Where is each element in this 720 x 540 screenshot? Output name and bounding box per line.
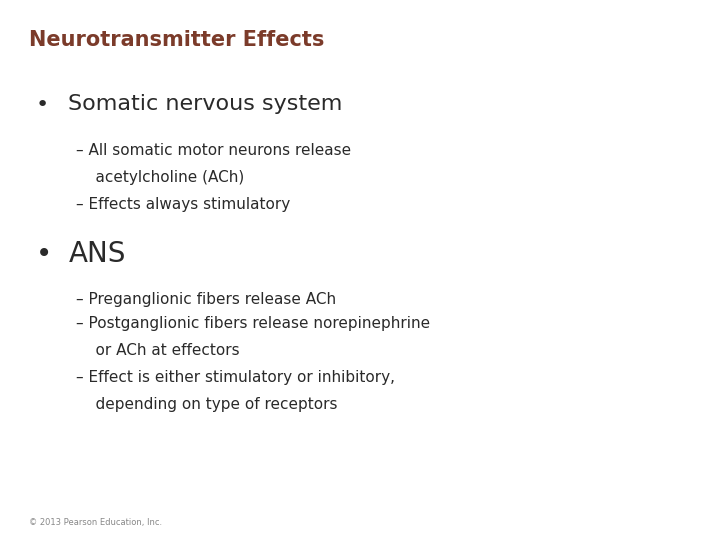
Text: Neurotransmitter Effects: Neurotransmitter Effects — [29, 30, 324, 50]
Text: © 2013 Pearson Education, Inc.: © 2013 Pearson Education, Inc. — [29, 517, 162, 526]
Text: – Postganglionic fibers release norepinephrine: – Postganglionic fibers release norepine… — [76, 316, 430, 331]
Text: •: • — [36, 240, 53, 268]
Text: •: • — [36, 94, 49, 114]
Text: depending on type of receptors: depending on type of receptors — [76, 397, 337, 412]
Text: – Effects always stimulatory: – Effects always stimulatory — [76, 197, 290, 212]
Text: ANS: ANS — [68, 240, 126, 268]
Text: – Preganglionic fibers release ACh: – Preganglionic fibers release ACh — [76, 292, 336, 307]
Text: Somatic nervous system: Somatic nervous system — [68, 94, 343, 114]
Text: – Effect is either stimulatory or inhibitory,: – Effect is either stimulatory or inhibi… — [76, 370, 395, 385]
Text: acetylcholine (ACh): acetylcholine (ACh) — [76, 170, 244, 185]
Text: – All somatic motor neurons release: – All somatic motor neurons release — [76, 143, 351, 158]
Text: or ACh at effectors: or ACh at effectors — [76, 343, 239, 358]
